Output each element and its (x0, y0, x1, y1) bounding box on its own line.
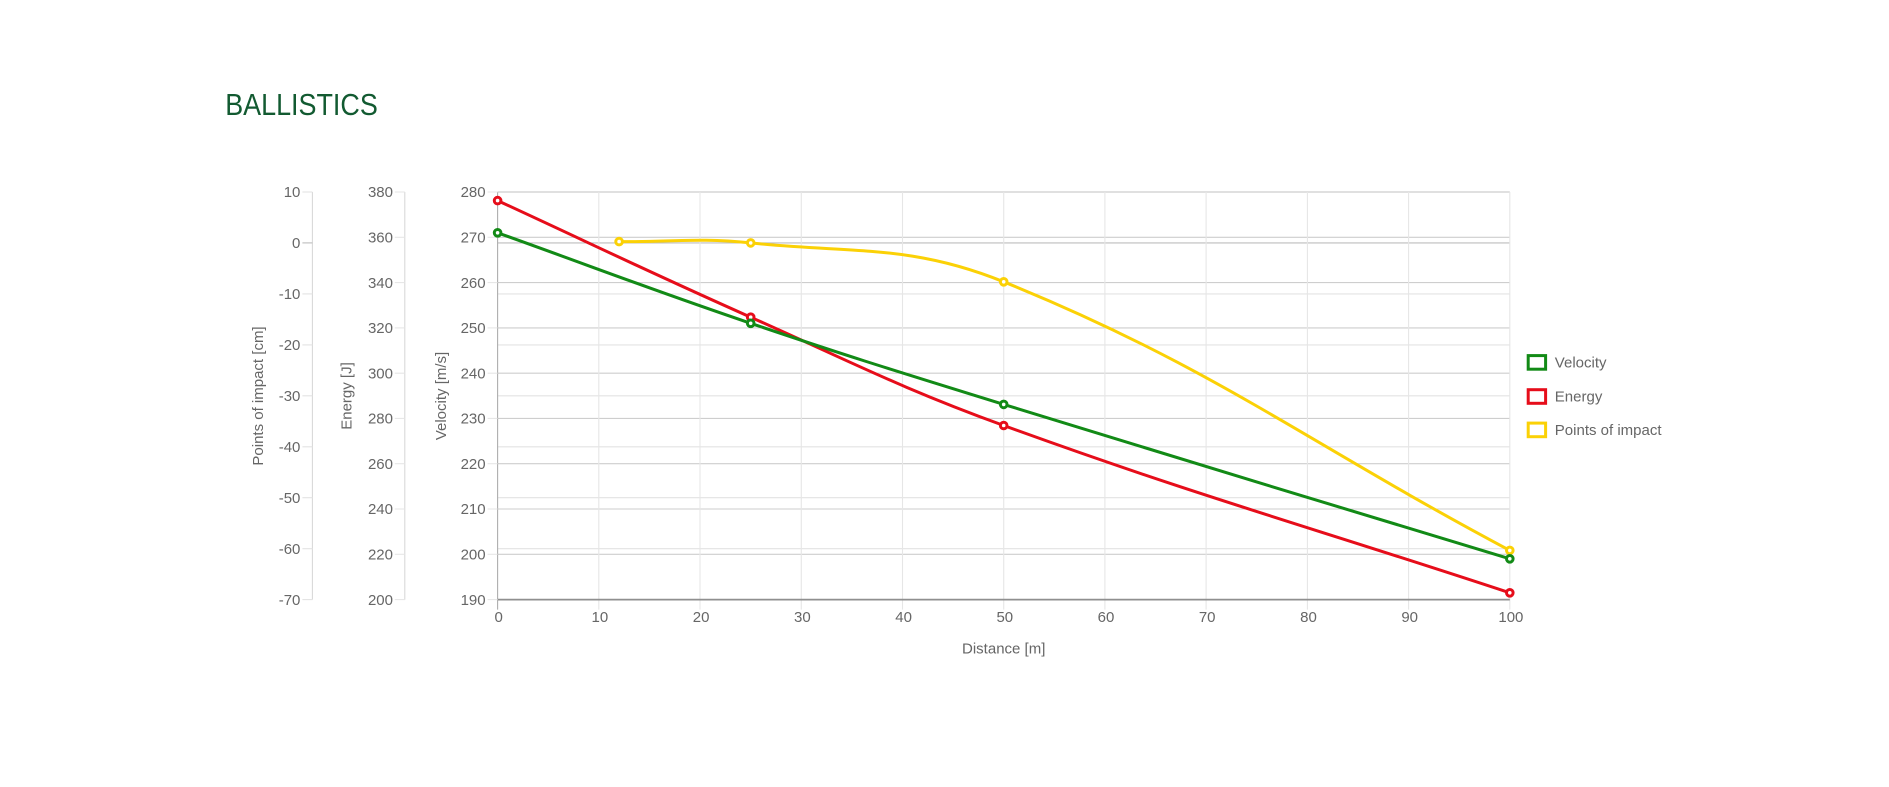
svg-text:240: 240 (461, 365, 486, 382)
svg-text:Points of impact [cm]: Points of impact [cm] (250, 326, 267, 465)
svg-text:340: 340 (368, 275, 393, 292)
svg-text:280: 280 (368, 411, 393, 428)
svg-text:360: 360 (368, 230, 393, 247)
svg-text:-40: -40 (279, 439, 301, 456)
svg-text:240: 240 (368, 501, 393, 518)
svg-text:210: 210 (461, 501, 486, 518)
svg-text:320: 320 (368, 320, 393, 337)
svg-text:70: 70 (1199, 609, 1216, 626)
svg-text:Distance [m]: Distance [m] (962, 641, 1045, 658)
svg-text:200: 200 (368, 592, 393, 609)
svg-text:Points of impact: Points of impact (1555, 422, 1663, 439)
svg-text:80: 80 (1300, 609, 1317, 626)
svg-text:50: 50 (996, 609, 1013, 626)
svg-text:-20: -20 (279, 337, 301, 354)
svg-text:-30: -30 (279, 388, 301, 405)
svg-text:220: 220 (461, 456, 486, 473)
svg-text:100: 100 (1498, 609, 1523, 626)
svg-text:-70: -70 (279, 592, 301, 609)
svg-text:260: 260 (368, 456, 393, 473)
svg-text:230: 230 (461, 411, 486, 428)
svg-text:200: 200 (461, 547, 486, 564)
svg-text:-60: -60 (279, 541, 301, 558)
svg-text:0: 0 (292, 235, 300, 252)
svg-text:Velocity [m/s]: Velocity [m/s] (433, 352, 450, 440)
svg-text:-10: -10 (279, 286, 301, 303)
svg-text:190: 190 (461, 592, 486, 609)
svg-text:40: 40 (895, 609, 912, 626)
svg-text:BALLISTICS: BALLISTICS (225, 88, 378, 122)
svg-text:220: 220 (368, 547, 393, 564)
svg-text:Energy: Energy (1555, 389, 1603, 406)
svg-text:Energy [J]: Energy [J] (339, 362, 356, 430)
svg-text:250: 250 (461, 320, 486, 337)
svg-text:380: 380 (368, 184, 393, 201)
svg-text:10: 10 (592, 609, 609, 626)
svg-text:30: 30 (794, 609, 811, 626)
svg-text:280: 280 (461, 184, 486, 201)
svg-text:10: 10 (284, 184, 301, 201)
svg-text:Velocity: Velocity (1555, 355, 1607, 372)
svg-text:20: 20 (693, 609, 710, 626)
svg-text:-50: -50 (279, 490, 301, 507)
svg-text:260: 260 (461, 275, 486, 292)
svg-text:270: 270 (461, 230, 486, 247)
svg-text:0: 0 (495, 609, 503, 626)
svg-text:90: 90 (1401, 609, 1418, 626)
svg-text:60: 60 (1098, 609, 1115, 626)
svg-text:300: 300 (368, 365, 393, 382)
